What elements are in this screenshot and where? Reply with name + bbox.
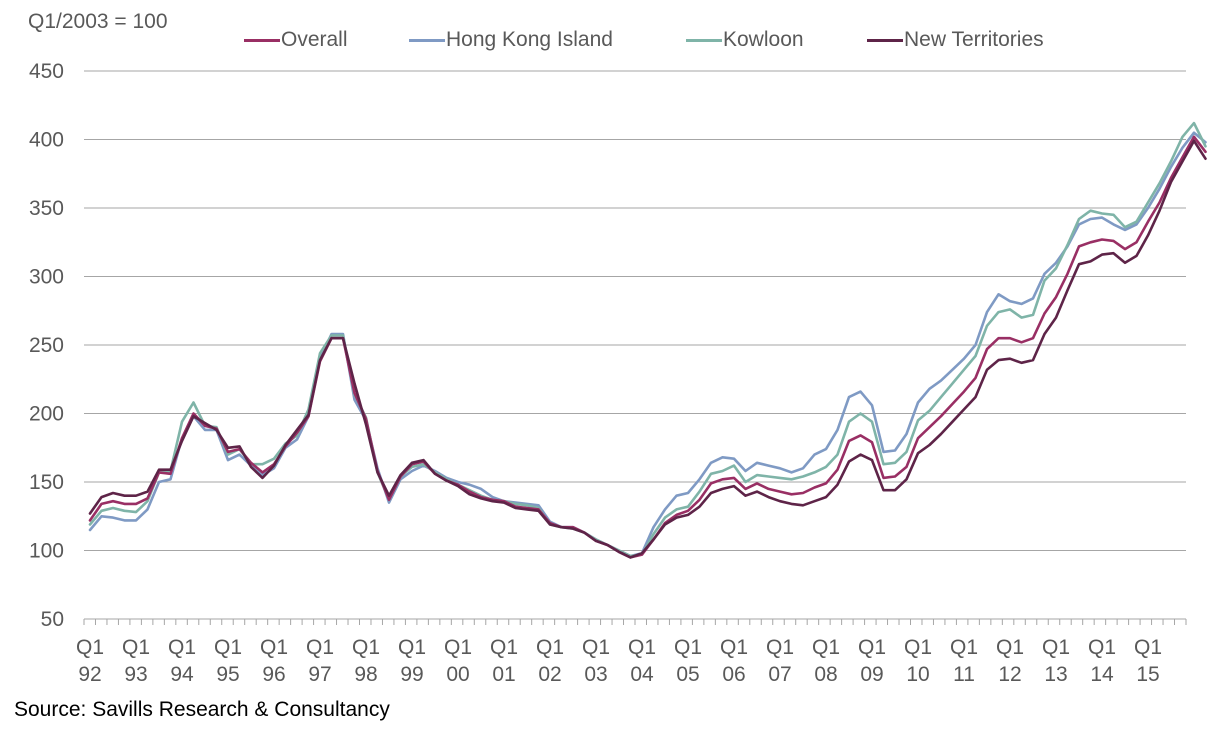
x-tick-label-q-3: Q1 bbox=[214, 636, 242, 659]
legend-label-new-territories: New Territories bbox=[904, 28, 1044, 51]
x-tick-label-year-96: 96 bbox=[262, 663, 285, 686]
x-tick-label-year-14: 14 bbox=[1090, 663, 1114, 686]
y-tick-label-300: 300 bbox=[29, 266, 64, 289]
x-tick-label-year-05: 05 bbox=[676, 663, 699, 686]
legend-label-kowloon: Kowloon bbox=[723, 28, 804, 51]
chart-legend: Overall Hong Kong Island Kowloon New Ter… bbox=[0, 28, 1212, 56]
y-tick-label-400: 400 bbox=[29, 129, 64, 152]
x-tick-label-year-00: 00 bbox=[446, 663, 469, 686]
legend-item-overall: Overall bbox=[244, 28, 348, 52]
x-tick-label-year-13: 13 bbox=[1044, 663, 1067, 686]
legend-item-hong-kong-island: Hong Kong Island bbox=[409, 28, 613, 52]
x-tick-label-year-92: 92 bbox=[78, 663, 101, 686]
x-tick-label-year-99: 99 bbox=[400, 663, 423, 686]
x-tick-label-year-12: 12 bbox=[998, 663, 1021, 686]
series-line-hong-kong-island bbox=[88, 131, 1207, 558]
x-tick-label-q-0: Q1 bbox=[76, 636, 104, 659]
x-tick-label-q-12: Q1 bbox=[628, 636, 656, 659]
x-tick-label-q-17: Q1 bbox=[858, 636, 886, 659]
x-tick-label-q-20: Q1 bbox=[996, 636, 1024, 659]
chart-subtitle: Q1/2003 = 100 bbox=[28, 10, 168, 33]
x-tick-label-year-07: 07 bbox=[768, 663, 791, 686]
x-tick-label-q-22: Q1 bbox=[1088, 636, 1116, 659]
x-tick-label-year-97: 97 bbox=[308, 663, 331, 686]
y-tick-label-450: 450 bbox=[29, 60, 64, 83]
x-tick-label-year-09: 09 bbox=[860, 663, 883, 686]
y-tick-label-150: 150 bbox=[29, 471, 64, 494]
x-tick-label-year-03: 03 bbox=[584, 663, 607, 686]
x-tick-label-q-6: Q1 bbox=[352, 636, 380, 659]
x-tick-label-q-2: Q1 bbox=[168, 636, 196, 659]
x-tick-label-q-15: Q1 bbox=[766, 636, 794, 659]
x-tick-label-q-11: Q1 bbox=[582, 636, 610, 659]
legend-swatch-kowloon bbox=[686, 38, 722, 42]
x-tick-label-q-1: Q1 bbox=[122, 636, 150, 659]
y-tick-label-200: 200 bbox=[29, 403, 64, 426]
y-tick-label-250: 250 bbox=[29, 334, 64, 357]
x-tick-label-year-06: 06 bbox=[722, 663, 745, 686]
x-tick-label-year-02: 02 bbox=[538, 663, 561, 686]
legend-swatch-hong-kong-island bbox=[409, 38, 445, 42]
chart-source: Source: Savills Research & Consultancy bbox=[14, 698, 390, 721]
x-tick-label-year-11: 11 bbox=[953, 663, 975, 686]
legend-item-new-territories: New Territories bbox=[867, 28, 1044, 52]
x-tick-label-q-23: Q1 bbox=[1134, 636, 1162, 659]
x-tick-label-year-98: 98 bbox=[354, 663, 377, 686]
x-tick-label-year-08: 08 bbox=[814, 663, 837, 686]
legend-label-overall: Overall bbox=[281, 28, 348, 51]
x-tick-label-year-01: 01 bbox=[492, 663, 515, 686]
x-tick-label-year-15: 15 bbox=[1136, 663, 1159, 686]
x-tick-label-q-4: Q1 bbox=[260, 636, 288, 659]
x-tick-label-year-10: 10 bbox=[906, 663, 929, 686]
x-tick-label-q-21: Q1 bbox=[1042, 636, 1070, 659]
y-tick-label-50: 50 bbox=[41, 608, 64, 631]
x-tick-label-q-7: Q1 bbox=[398, 636, 426, 659]
y-tick-label-100: 100 bbox=[29, 540, 64, 563]
legend-item-kowloon: Kowloon bbox=[686, 28, 804, 52]
x-tick-label-year-95: 95 bbox=[216, 663, 239, 686]
x-tick-label-q-19: Q1 bbox=[950, 636, 978, 659]
legend-label-hong-kong-island: Hong Kong Island bbox=[446, 28, 613, 51]
series-line-new-territories bbox=[88, 139, 1207, 559]
x-tick-label-year-93: 93 bbox=[124, 663, 147, 686]
y-tick-label-350: 350 bbox=[29, 197, 64, 220]
x-tick-label-q-14: Q1 bbox=[720, 636, 748, 659]
legend-swatch-new-territories bbox=[867, 38, 903, 42]
x-tick-label-q-13: Q1 bbox=[674, 636, 702, 659]
x-tick-label-q-5: Q1 bbox=[306, 636, 334, 659]
x-tick-label-q-8: Q1 bbox=[444, 636, 472, 659]
series-line-kowloon bbox=[88, 121, 1207, 558]
x-tick-label-q-9: Q1 bbox=[490, 636, 518, 659]
legend-swatch-overall bbox=[244, 38, 280, 42]
x-tick-label-q-10: Q1 bbox=[536, 636, 564, 659]
x-tick-label-q-16: Q1 bbox=[812, 636, 840, 659]
x-tick-label-q-18: Q1 bbox=[904, 636, 932, 659]
x-tick-label-year-04: 04 bbox=[630, 663, 654, 686]
x-tick-label-year-94: 94 bbox=[170, 663, 194, 686]
